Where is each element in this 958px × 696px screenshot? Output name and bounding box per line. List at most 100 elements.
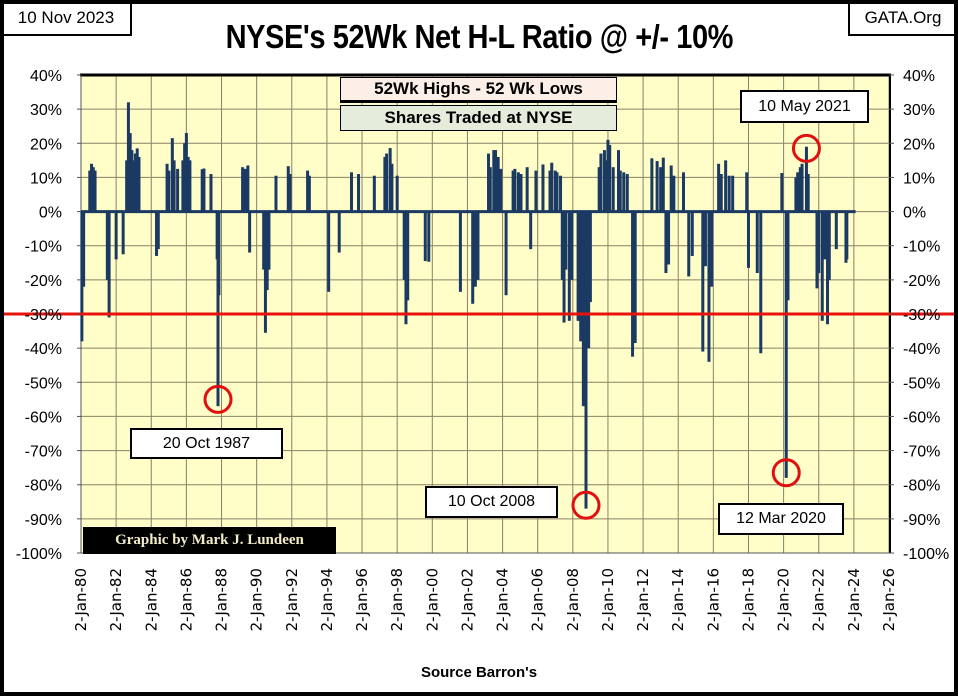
data-bar <box>105 211 109 280</box>
data-bar <box>559 175 563 212</box>
data-bar <box>719 174 723 212</box>
chart-title-text: NYSE's 52Wk Net H-L Ratio @ +/- 10% <box>225 18 733 55</box>
data-bar <box>664 211 668 274</box>
data-bar <box>487 153 491 212</box>
data-bar <box>550 162 554 212</box>
x-tick-label: 2-Jan-92 <box>283 568 301 631</box>
y-tick-label-left: -40% <box>25 341 62 358</box>
data-bar <box>135 148 139 212</box>
data-bar <box>383 156 387 212</box>
data-bar <box>82 211 86 287</box>
data-bar <box>114 211 118 260</box>
x-tick-label: 2-Jan-24 <box>845 568 863 631</box>
data-bar <box>200 169 204 212</box>
data-bar <box>216 211 220 407</box>
data-bar <box>622 172 626 212</box>
x-tick-label: 2-Jan-22 <box>810 568 828 631</box>
y-tick-label-right: -80% <box>903 478 940 495</box>
data-bar <box>820 211 824 321</box>
data-bar <box>703 211 707 267</box>
y-tick-label-left: -70% <box>25 444 62 461</box>
data-bar <box>248 211 252 253</box>
data-bar <box>511 170 515 212</box>
y-tick-label-left: 40% <box>30 68 62 85</box>
data-bar <box>267 211 271 270</box>
data-bar <box>274 175 278 212</box>
y-tick-label-left: -30% <box>25 307 62 324</box>
data-bar <box>337 211 341 253</box>
data-bar <box>155 211 159 256</box>
data-bar <box>128 133 132 212</box>
data-bar <box>513 168 517 212</box>
x-tick-label: 2-Jan-06 <box>529 568 547 631</box>
y-tick-label-left: -100% <box>16 546 62 563</box>
data-bar <box>548 170 552 212</box>
x-tick-label: 2-Jan-20 <box>775 568 793 631</box>
data-bar <box>587 211 591 349</box>
data-bar <box>176 168 180 212</box>
data-bar <box>90 163 94 212</box>
data-bar <box>826 211 830 325</box>
y-tick-label-right: -50% <box>903 375 940 392</box>
x-tick-label: 2-Jan-14 <box>669 568 687 631</box>
annotation-2008: 10 Oct 2008 <box>425 486 558 518</box>
data-bar <box>794 177 798 212</box>
data-bar <box>504 211 508 296</box>
data-bar <box>107 211 111 318</box>
data-bar <box>388 148 392 212</box>
data-bar <box>306 170 310 212</box>
y-tick-label-right: -70% <box>903 444 940 461</box>
annotation-2021: 10 May 2021 <box>740 90 869 123</box>
y-tick-label-left: -50% <box>25 375 62 392</box>
data-bar <box>327 211 331 292</box>
y-tick-label-right: -60% <box>903 409 940 426</box>
data-bar <box>602 150 606 212</box>
data-bar <box>246 165 250 212</box>
data-bar <box>458 211 462 292</box>
y-tick-label-left: -10% <box>25 239 62 256</box>
y-tick-label-right: -90% <box>903 512 940 529</box>
x-tick-label: 2-Jan-94 <box>318 568 336 631</box>
data-bar <box>555 172 559 212</box>
data-bar <box>121 211 125 255</box>
data-bar <box>172 160 176 212</box>
data-bar <box>181 160 185 212</box>
data-bar <box>780 172 784 212</box>
data-bar <box>606 139 610 212</box>
data-bar <box>581 211 585 407</box>
data-bar <box>618 170 622 212</box>
y-tick-label-left: -60% <box>25 409 62 426</box>
data-bar <box>798 167 802 212</box>
data-bar <box>286 166 290 212</box>
legend-numerator: 52Wk Highs - 52 Wk Lows <box>340 77 617 103</box>
data-bar <box>786 211 790 301</box>
data-bar <box>650 158 654 212</box>
data-bar <box>690 211 694 256</box>
data-bar <box>631 211 635 357</box>
data-bar <box>132 160 136 212</box>
data-bar <box>588 211 592 303</box>
x-tick-label: 2-Jan-04 <box>494 568 512 631</box>
data-bar <box>599 153 603 212</box>
data-bar <box>288 174 292 212</box>
y-tick-label-right: 10% <box>903 170 935 187</box>
date-label: 10 Nov 2023 <box>4 4 132 36</box>
data-bar <box>402 211 406 280</box>
y-tick-label-right: 0% <box>903 205 926 222</box>
data-bar <box>661 157 665 212</box>
data-bar <box>667 211 671 265</box>
data-bar <box>516 172 520 212</box>
x-tick-label: 2-Jan-88 <box>213 568 231 631</box>
data-bar <box>560 211 564 280</box>
data-bar <box>727 175 731 212</box>
data-bar <box>541 164 545 212</box>
annotation-circle <box>791 133 821 163</box>
data-bar <box>823 211 827 260</box>
data-bar <box>681 172 685 212</box>
y-tick-label-right: -40% <box>903 341 940 358</box>
data-bar <box>209 174 213 212</box>
data-bar <box>746 211 750 268</box>
data-bar <box>584 211 588 509</box>
